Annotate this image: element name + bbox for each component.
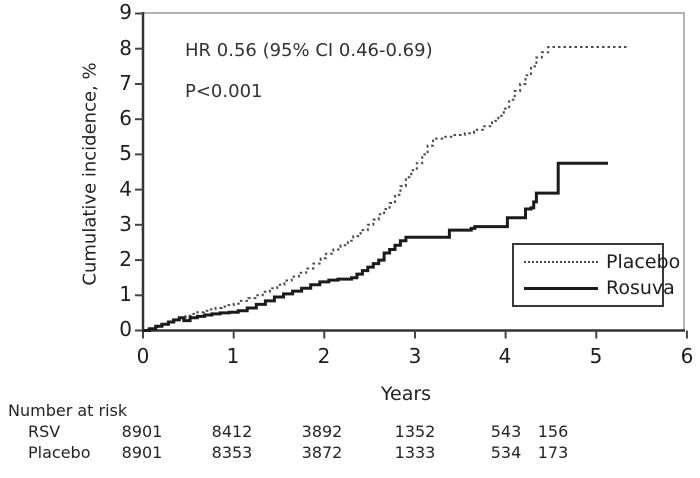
risk-value: 1333 [394, 443, 436, 462]
y-tick-label: 7 [119, 71, 132, 95]
y-tick-label: 6 [119, 106, 132, 130]
solid-line-sample-icon [524, 286, 598, 290]
x-tick-label: 0 [136, 344, 150, 368]
y-tick-label: 8 [119, 36, 132, 60]
series-rosuva [143, 161, 608, 332]
legend-row-placebo: Placebo [524, 251, 680, 273]
x-axis-label: Years [380, 383, 432, 405]
y-tick-label: 4 [119, 177, 132, 201]
y-tick-label: 0 [119, 317, 132, 341]
y-tick-label: 9 [119, 0, 132, 24]
risk-value: 173 [537, 443, 569, 462]
hr-annotation: HR 0.56 (95% CI 0.46-0.69) [185, 40, 433, 61]
x-tick-label: 1 [226, 344, 240, 368]
y-tick-label: 3 [119, 212, 132, 236]
chart-legend: Placebo Rosuva [512, 243, 680, 307]
pvalue-annotation: P<0.001 [185, 81, 263, 102]
x-tick-label: 2 [317, 344, 331, 368]
risk-value: 543 [490, 422, 522, 441]
y-axis-label: Cumulative incidence, % [79, 62, 101, 286]
series-placebo [143, 46, 628, 332]
risk-value: 8901 [121, 443, 163, 462]
x-tick-label: 3 [408, 344, 422, 368]
risk-value: 534 [490, 443, 522, 462]
x-tick-label: 6 [680, 344, 694, 368]
x-tick-label: 4 [498, 344, 512, 368]
dotted-line-sample-icon [524, 261, 598, 263]
legend-label-rosuva: Rosuva [606, 277, 675, 299]
y-tick-label: 2 [119, 247, 132, 271]
risk-value: 3892 [301, 422, 343, 441]
x-tick-label: 5 [589, 344, 603, 368]
risk-row-label: RSV [28, 422, 61, 441]
risk-table-header: Number at risk [8, 401, 128, 420]
risk-value: 156 [537, 422, 569, 441]
y-tick-marks [135, 12, 143, 332]
risk-value: 8412 [211, 422, 253, 441]
risk-value: 3872 [301, 443, 343, 462]
risk-value: 8353 [211, 443, 253, 462]
risk-value: 1352 [394, 422, 436, 441]
risk-value: 8901 [121, 422, 163, 441]
risk-row-label: Placebo [28, 443, 91, 462]
legend-label-placebo: Placebo [606, 251, 681, 273]
y-tick-label: 5 [119, 141, 132, 165]
legend-row-rosuva: Rosuva [524, 277, 675, 299]
y-tick-label: 1 [119, 282, 132, 306]
